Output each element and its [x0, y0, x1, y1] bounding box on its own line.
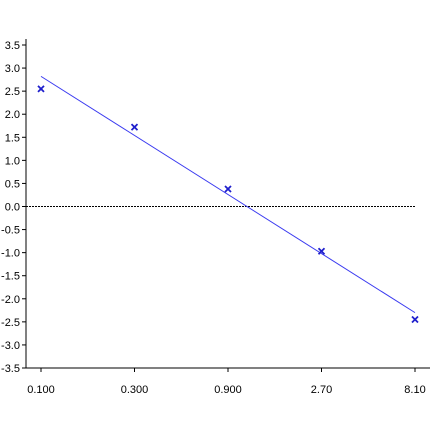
x-tick-label: 2.70: [311, 384, 332, 396]
y-tick-label: -3.5: [1, 363, 20, 375]
fit-line-group: [40, 75, 416, 314]
x-tick-label: 8.10: [404, 384, 425, 396]
x-tick-label: 0.300: [121, 384, 149, 396]
x-tick-label: 0.100: [27, 384, 55, 396]
data-point-stroke-b: [130, 123, 139, 131]
y-tick-label: 0.5: [5, 178, 20, 190]
x-axis-ticks: 0.100 0.300 0.900 2.70 8.10: [27, 368, 426, 396]
data-point: [224, 185, 232, 193]
y-axis-ticks: 3.5 3.0 2.5 2.0 1.5 1.0 0.5 0.0 -0.5 -1.0 -1.5 -2.0…: [1, 40, 26, 375]
y-tick-label: 0.0: [5, 202, 20, 214]
data-point-stroke-b: [317, 247, 326, 255]
y-tick-label: 1.5: [5, 132, 20, 144]
y-tick-label: 3.5: [5, 40, 20, 52]
y-tick-label: 2.0: [5, 109, 20, 121]
x-tick-label: 0.900: [214, 384, 242, 396]
y-tick-label: 2.5: [5, 86, 20, 98]
y-tick-label: -1.5: [1, 271, 20, 283]
y-tick-label: 1.0: [5, 155, 20, 167]
fit-line: [40, 75, 416, 314]
y-tick-label: -0.5: [1, 225, 20, 237]
y-tick-label: -2.0: [1, 294, 20, 306]
axes-group: [25, 39, 430, 369]
data-point-stroke-b: [411, 315, 419, 324]
y-tick-label: -1.0: [1, 248, 20, 260]
data-point: [317, 247, 326, 255]
y-tick-label: -3.0: [1, 340, 20, 352]
data-point: [130, 123, 139, 131]
data-point-stroke-b: [224, 185, 232, 193]
data-point: [411, 315, 419, 324]
data-points-group: [37, 85, 419, 324]
y-tick-label: 3.0: [5, 63, 20, 75]
data-point: [37, 85, 45, 93]
data-point-stroke-b: [37, 85, 45, 93]
y-tick-label: -2.5: [1, 317, 20, 329]
